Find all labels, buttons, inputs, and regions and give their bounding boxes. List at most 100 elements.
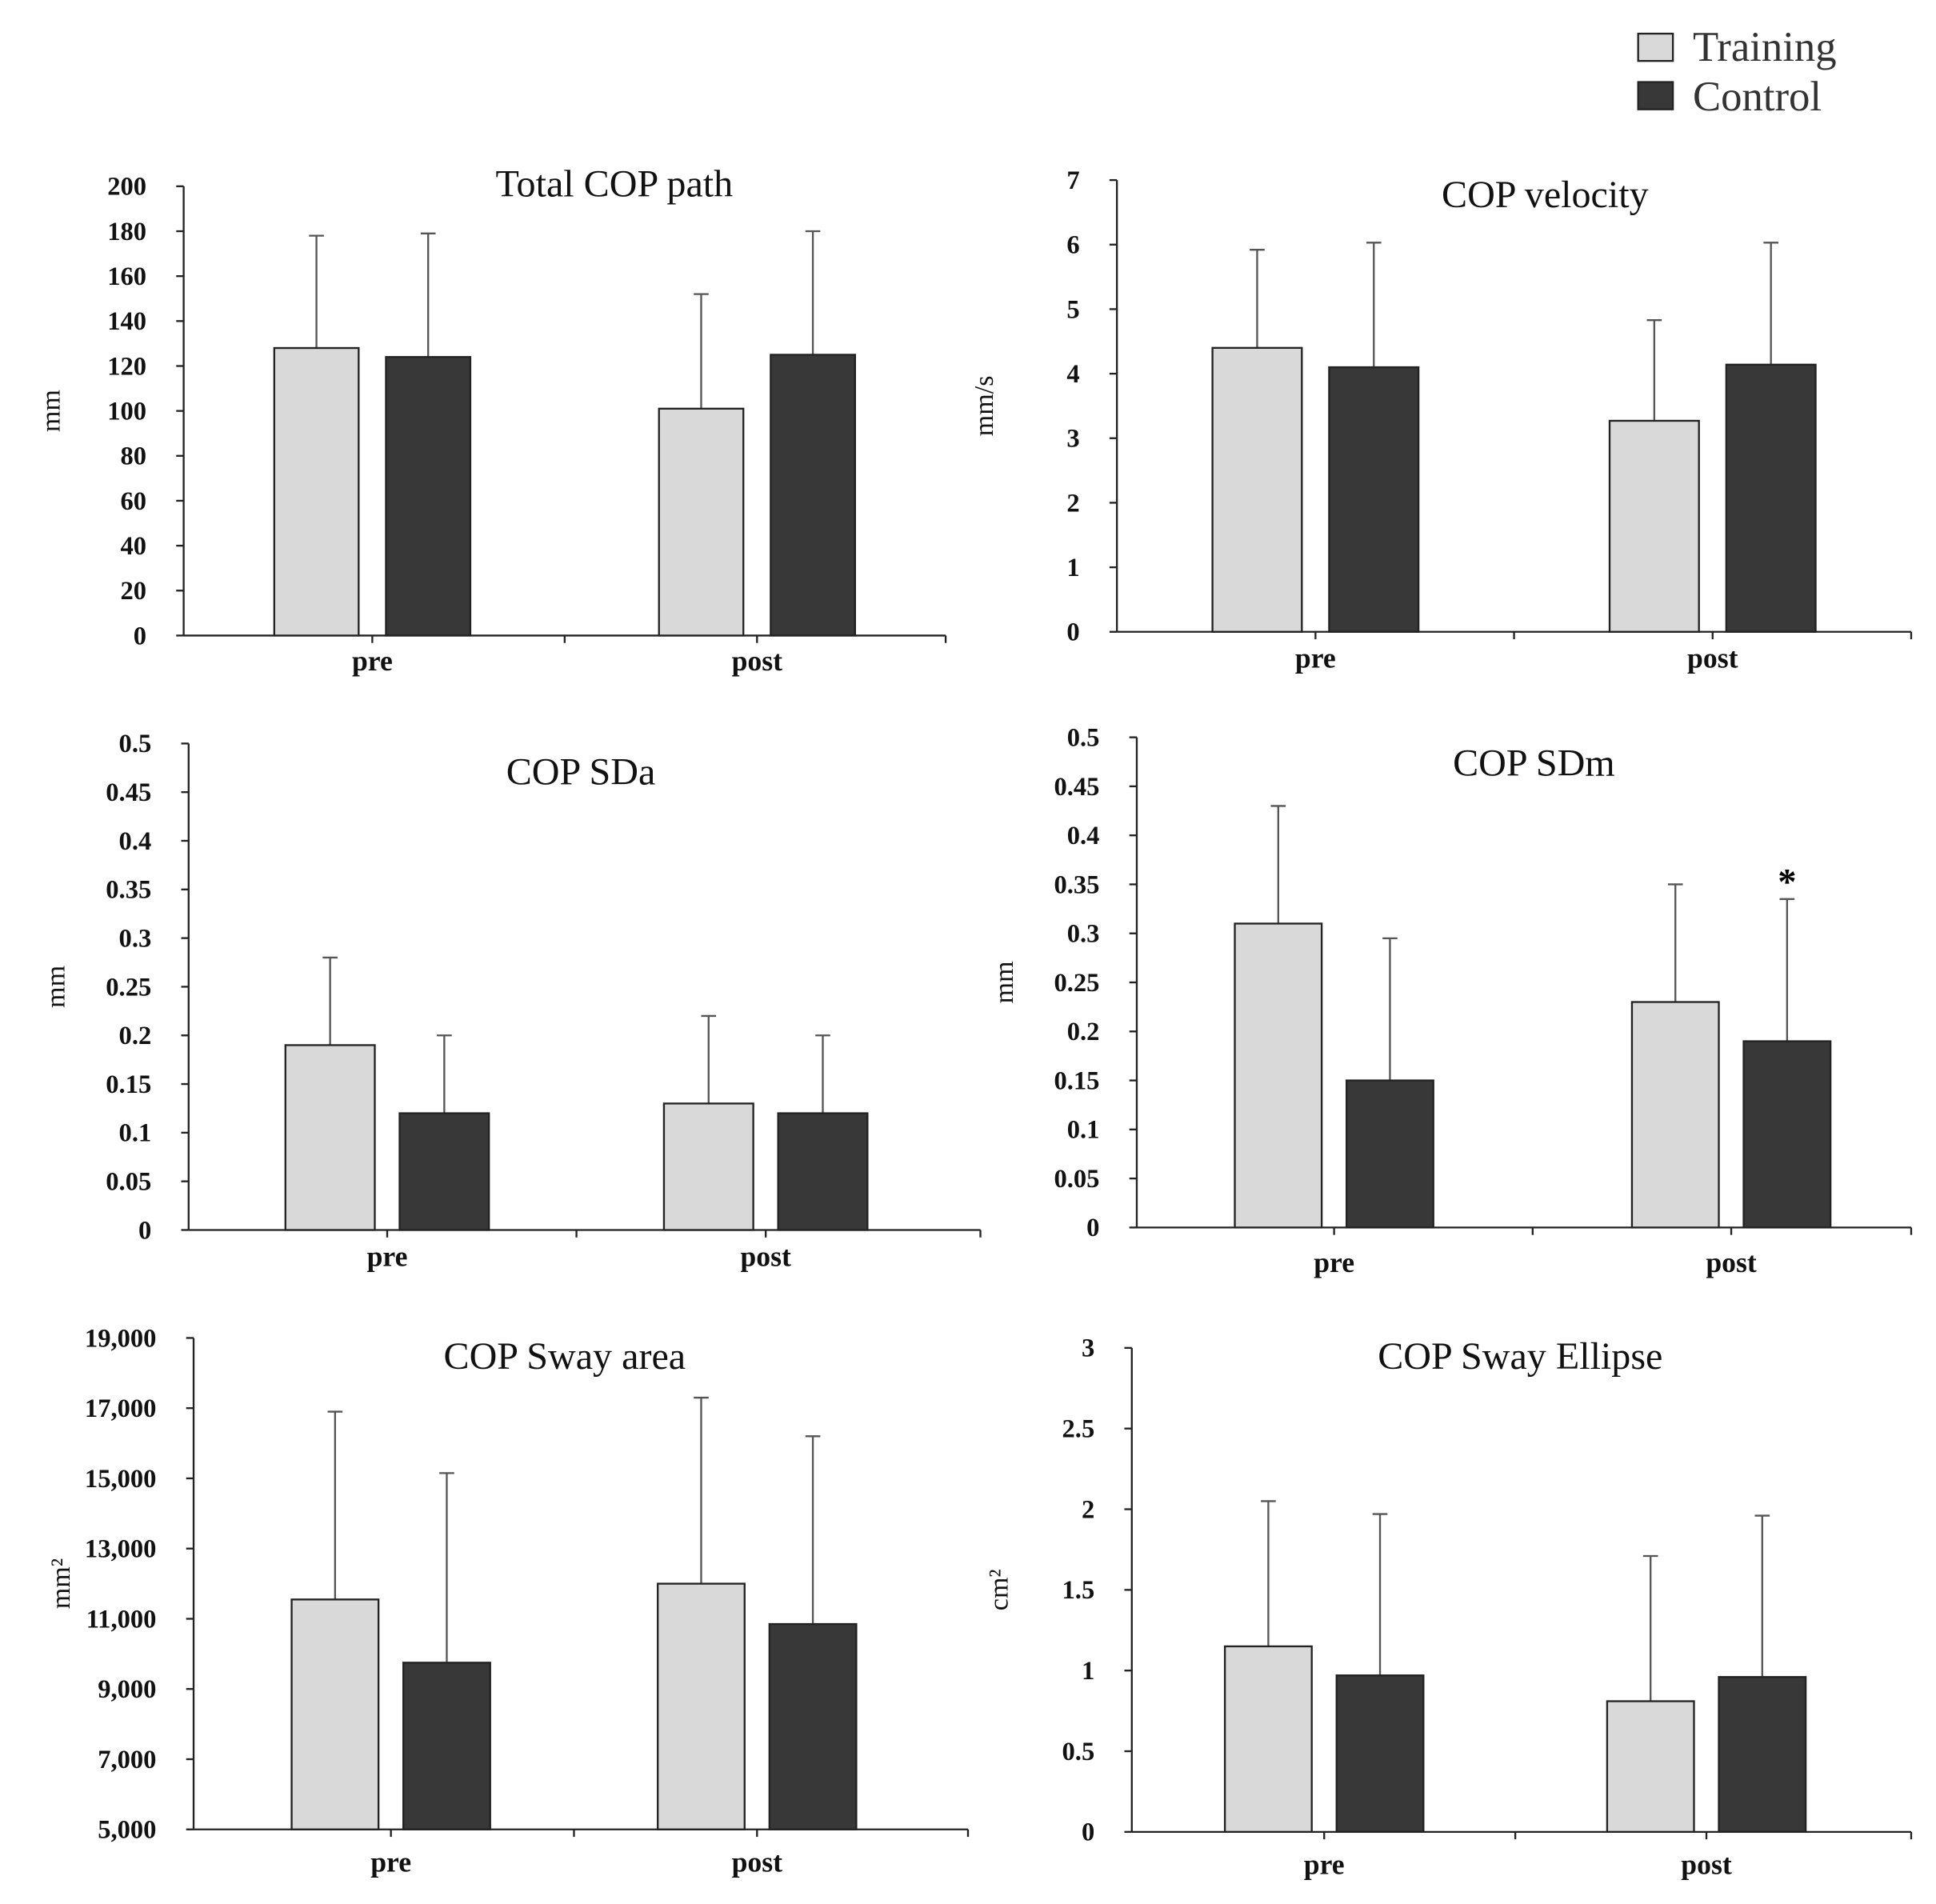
y-tick-label: 3 xyxy=(1066,425,1079,454)
chart-title: COP Sway area xyxy=(444,1335,686,1378)
chart-title: Total COP path xyxy=(496,162,734,205)
y-tick-label: 0.3 xyxy=(119,924,152,953)
significance-marker: * xyxy=(1778,862,1796,903)
y-tick-label: 6 xyxy=(1066,231,1079,260)
bar-training-post xyxy=(1630,1001,1720,1229)
y-tick-label: 0.35 xyxy=(1054,870,1099,899)
y-tick-label: 160 xyxy=(107,262,146,291)
bar-training-post xyxy=(657,1582,746,1830)
bar-control-post xyxy=(1718,1676,1807,1834)
y-tick-label: 0.5 xyxy=(1067,723,1100,752)
x-tick-label: post xyxy=(1687,642,1738,674)
y-tick-label: 0.5 xyxy=(119,730,152,758)
bar-training-pre xyxy=(284,1044,376,1231)
y-tick-label: 7 xyxy=(1066,166,1079,195)
y-tick-label: 1 xyxy=(1066,554,1079,582)
chart-title: COP Sway Ellipse xyxy=(1378,1335,1662,1378)
y-tick-label: 120 xyxy=(107,352,146,381)
y-tick-label: 0.2 xyxy=(119,1022,152,1050)
y-axis-label: cm² xyxy=(985,1569,1014,1610)
chart-3: COP SDa mm 0 0.05 0.1 0.15 0.2 0.25 0.3 0.35 0.4 0.… xyxy=(42,730,982,1272)
y-tick-label: 0 xyxy=(138,1216,151,1245)
y-tick-label: 0.3 xyxy=(1067,920,1100,949)
bar-training-pre xyxy=(273,346,360,637)
chart-2: COP velocity mm/s 0 1 2 3 4 5 6 7 pre post xyxy=(970,166,1913,674)
y-tick-label: 0 xyxy=(134,622,146,650)
x-tick-label: pre xyxy=(370,1846,411,1878)
y-tick-label: 7,000 xyxy=(98,1746,156,1774)
bar-control-pre xyxy=(1328,366,1420,633)
x-tick-label: post xyxy=(1681,1849,1732,1881)
y-tick-label: 0 xyxy=(1086,1214,1099,1242)
y-axis-label: mm xyxy=(42,966,71,1008)
bar-control-post xyxy=(768,1622,858,1830)
y-tick-label: 40 xyxy=(120,532,146,561)
y-tick-label: 9,000 xyxy=(98,1675,156,1704)
chart-5: COP Sway area mm² 5,000 7,000 9,000 11,000 13,… xyxy=(46,1324,970,1878)
bar-control-post xyxy=(770,354,856,637)
bar-control-post xyxy=(1742,1040,1832,1229)
y-tick-label: 3 xyxy=(1082,1334,1094,1363)
y-tick-label: 0.4 xyxy=(119,827,152,856)
y-tick-label: 13,000 xyxy=(85,1535,157,1564)
y-tick-label: 0.15 xyxy=(1054,1066,1099,1095)
chart-title: COP SDm xyxy=(1453,742,1615,785)
y-tick-label: 140 xyxy=(107,307,146,336)
x-tick-label: pre xyxy=(352,645,393,677)
bar-control-pre xyxy=(385,356,472,637)
bar-training-post xyxy=(662,1102,754,1231)
y-tick-label: 20 xyxy=(120,577,146,606)
y-tick-label: 15,000 xyxy=(85,1465,157,1494)
bar-training-pre xyxy=(290,1598,380,1830)
chart-title: COP velocity xyxy=(1442,174,1649,216)
x-tick-label: post xyxy=(732,645,783,677)
bar-control-pre xyxy=(1335,1674,1425,1834)
bar-control-post xyxy=(1725,363,1817,633)
y-axis-label: mm xyxy=(36,390,66,432)
y-tick-label: 0.25 xyxy=(106,973,151,1002)
y-tick-label: 2.5 xyxy=(1062,1415,1095,1444)
y-tick-label: 0.05 xyxy=(1054,1165,1099,1194)
bar-training-pre xyxy=(1211,346,1303,633)
legend-swatch-training xyxy=(1637,32,1674,62)
x-tick-label: pre xyxy=(367,1240,408,1272)
y-axis-label: mm² xyxy=(46,1558,76,1609)
y-tick-label: 0.35 xyxy=(106,876,151,905)
chart-4: COP SDm mm 0 0.05 0.1 0.15 0.2 0.25 0.3 0.35 0.4 0.… xyxy=(990,723,1913,1278)
y-tick-label: 80 xyxy=(120,442,146,471)
y-tick-label: 0 xyxy=(1082,1818,1094,1847)
chart-6: COP Sway Ellipse cm² 0 0.5 1 1.5 2 2.5 3 pre post xyxy=(985,1334,1913,1881)
x-tick-label: pre xyxy=(1295,642,1336,674)
x-tick-label: post xyxy=(732,1846,783,1878)
bar-training-post xyxy=(658,407,745,637)
bar-control-pre xyxy=(398,1112,490,1231)
y-tick-label: 17,000 xyxy=(85,1394,157,1423)
y-tick-label: 0.1 xyxy=(119,1119,152,1148)
y-tick-label: 2 xyxy=(1066,489,1079,518)
y-tick-label: 0.2 xyxy=(1067,1018,1100,1046)
y-tick-label: 19,000 xyxy=(85,1324,157,1353)
y-tick-label: 0.15 xyxy=(106,1070,151,1099)
bar-control-pre xyxy=(402,1662,491,1830)
y-tick-label: 1.5 xyxy=(1062,1576,1095,1605)
bar-training-pre xyxy=(1223,1645,1313,1834)
y-tick-label: 5,000 xyxy=(98,1816,156,1845)
y-tick-label: 0.05 xyxy=(106,1168,151,1197)
legend-label-training: Training xyxy=(1693,24,1837,70)
y-tick-label: 2 xyxy=(1082,1495,1094,1524)
y-tick-label: 100 xyxy=(107,398,146,426)
y-tick-label: 5 xyxy=(1066,295,1079,324)
y-tick-label: 1 xyxy=(1082,1657,1094,1686)
x-tick-label: post xyxy=(1706,1246,1757,1278)
y-tick-label: 0.45 xyxy=(106,778,151,807)
y-axis-label: mm/s xyxy=(970,376,999,437)
y-tick-label: 11,000 xyxy=(86,1605,157,1634)
y-tick-label: 60 xyxy=(120,487,146,516)
bar-control-post xyxy=(777,1112,869,1231)
legend: Training Control xyxy=(1637,24,1837,120)
y-tick-label: 0.25 xyxy=(1054,969,1099,998)
y-tick-label: 0.45 xyxy=(1054,773,1099,802)
y-tick-label: 180 xyxy=(107,218,146,246)
y-tick-label: 0 xyxy=(1066,618,1079,647)
